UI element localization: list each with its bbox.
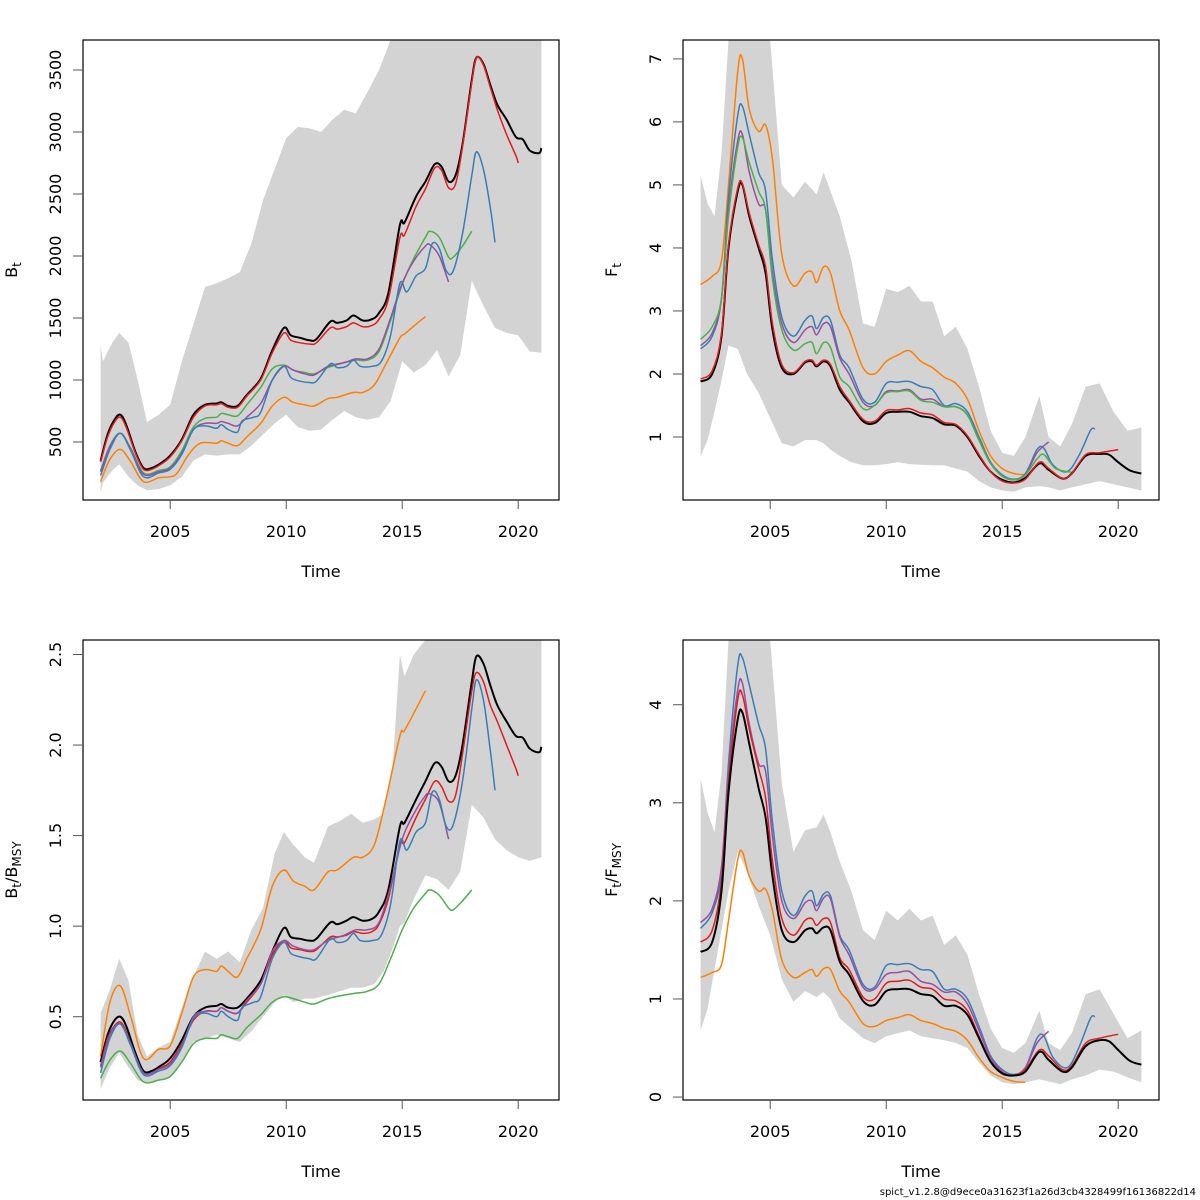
- y-tick-label: 6: [646, 117, 665, 127]
- series-line-base: [699, 708, 1142, 1077]
- series-line-s5: [700, 849, 1026, 1084]
- y-axis-label: Bt/BMSY: [2, 841, 24, 899]
- y-tick-label: 4: [646, 700, 665, 710]
- y-tick-label: 3500: [46, 50, 65, 91]
- panel-biomass: 2005 2010 2015 2020 500 1000 1500 2000 2500 3000 3…: [2, 39, 560, 581]
- x-tick-label: 2015: [382, 522, 423, 541]
- series-line-s5: [700, 53, 1026, 476]
- series-line-s2: [99, 151, 496, 479]
- x-tick-label: 2015: [982, 522, 1023, 541]
- plot-frame: [682, 39, 1160, 501]
- version-footer: spict_v1.2.8@d9ece0a31623f1a26d3cb432849…: [879, 1187, 1196, 1198]
- x-tick-label: 2020: [1098, 522, 1139, 541]
- y-tick-label: 3000: [46, 112, 65, 153]
- y-axis-label: Bt: [2, 262, 24, 278]
- y-tick-label: 1.0: [46, 913, 65, 938]
- y-axis-label: Ft: [602, 263, 624, 277]
- series-line-s1: [99, 56, 519, 472]
- y-tick-label: 3: [646, 306, 665, 316]
- x-tick-label: 2020: [498, 522, 539, 541]
- y-tick-label: 2: [646, 896, 665, 906]
- confidence-band: [700, 640, 1142, 1085]
- series-line-s3: [700, 135, 1072, 481]
- plot-area: [700, 40, 1142, 492]
- y-tick-label: 2.5: [46, 642, 65, 667]
- y-tick-label: 1: [646, 994, 665, 1004]
- y-tick-label: 5: [646, 180, 665, 190]
- y-tick-label: 3: [646, 798, 665, 808]
- x-axis-label: Time: [300, 1162, 340, 1181]
- y-tick-label: 2000: [46, 236, 65, 277]
- x-axis-label: Time: [900, 562, 940, 581]
- plot-frame: [82, 639, 560, 1101]
- series-line-s5: [99, 690, 427, 1061]
- series-line-s4: [99, 792, 450, 1076]
- y-tick-label: 1: [646, 432, 665, 442]
- x-tick-label: 2010: [266, 1122, 307, 1141]
- x-tick-label: 2020: [1098, 1122, 1139, 1141]
- y-axis-label: Ft/FMSY: [602, 842, 624, 896]
- y-tick-label: 4: [646, 243, 665, 253]
- y-tick-label: 2500: [46, 174, 65, 215]
- series-line-s3: [99, 889, 473, 1084]
- x-tick-label: 2005: [150, 522, 191, 541]
- x-axis-label: Time: [900, 1162, 940, 1181]
- y-tick-label: 2.0: [46, 732, 65, 757]
- y-tick-label: 500: [46, 427, 65, 458]
- y-tick-label: 1000: [46, 360, 65, 401]
- x-tick-label: 2015: [982, 1122, 1023, 1141]
- y-tick-label: 1.5: [46, 823, 65, 848]
- x-tick-label: 2020: [498, 1122, 539, 1141]
- x-tick-label: 2005: [150, 1122, 191, 1141]
- confidence-band: [700, 40, 1142, 492]
- panel-relative-biomass: 2005 2010 2015 2020 0.5 1.0 1.5 2.0 2.5 Time Bt/BM…: [2, 639, 560, 1181]
- plot-area: [99, 40, 543, 493]
- series-line-s4: [700, 678, 1050, 1077]
- x-tick-label: 2015: [382, 1122, 423, 1141]
- x-axis-label: Time: [300, 562, 340, 581]
- y-tick-label: 7: [646, 54, 665, 64]
- panel-relative-fishing-mortality: 2005 2010 2015 2020 0 1 2 3 4 Time Ft/FMSY: [602, 639, 1160, 1181]
- plot-area: [699, 640, 1142, 1085]
- series-line-s2: [99, 678, 496, 1077]
- y-tick-label: 1500: [46, 298, 65, 339]
- series-line-base: [99, 654, 543, 1074]
- confidence-band: [100, 640, 542, 1090]
- plot-frame: [82, 39, 560, 501]
- x-tick-label: 2005: [750, 1122, 791, 1141]
- x-tick-label: 2005: [750, 522, 791, 541]
- x-tick-label: 2010: [866, 1122, 907, 1141]
- plot-frame: [682, 639, 1160, 1101]
- confidence-band: [100, 40, 542, 493]
- series-line-s5: [99, 316, 426, 484]
- series-line-s1: [700, 179, 1119, 484]
- x-tick-label: 2010: [866, 522, 907, 541]
- series-line-s1: [700, 689, 1119, 1077]
- y-tick-label: 0.5: [46, 1004, 65, 1029]
- panel-fishing-mortality: 2005 2010 2015 2020 1 2 3 4 5 6 7 Time Ft: [602, 39, 1160, 581]
- y-tick-label: 2: [646, 369, 665, 379]
- x-tick-label: 2010: [266, 522, 307, 541]
- plot-area: [99, 640, 543, 1090]
- y-tick-label: 0: [646, 1092, 665, 1102]
